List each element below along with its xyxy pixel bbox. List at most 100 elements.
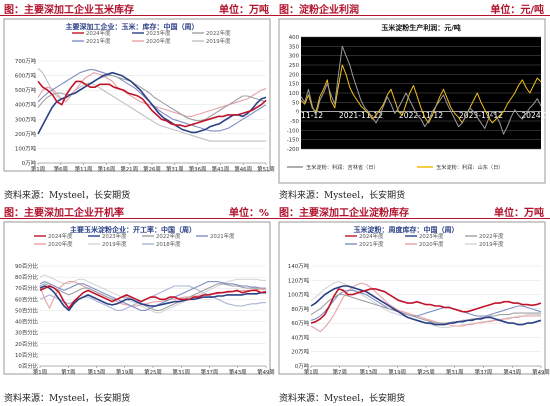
panel-starch-profit: 图：淀粉企业利润 单位：元/吨 玉米淀粉生产利润：元/吨 -200 -150 -100… [275,0,550,203]
y-tick-label: 30百分比 [15,329,39,337]
legend-label: 玉米淀粉：利润：山东（日） [436,163,503,171]
series-line [310,288,542,324]
x-tick-label: 第19周 [388,368,406,376]
x-tick-label: 第1周 [33,368,47,376]
legend-label: 2022年度 [206,29,231,37]
x-tick-label: 第25周 [417,368,435,376]
panel-header: 图：主要深加工企业淀粉库存 单位：万吨 [275,203,550,219]
chart-title: 玉米淀粉生产利润：元/吨 [381,23,461,32]
source-note: 资料来源：Mysteel，长安期货 [4,394,131,404]
y-tick-label: 250 [289,63,300,69]
y-tick-label: 350 [289,44,300,50]
legend-label: 2022年度 [479,232,504,240]
panel-unit: 单位：万吨 [219,5,269,16]
x-tick-label: 2023-11-12 [459,111,503,120]
x-tick-label: 第49周 [532,368,550,376]
legend-label: 2023年度 [102,232,127,240]
x-tick-label: 第31周 [446,368,464,376]
source-note: 资料来源：Mysteel，长安期货 [279,394,406,404]
y-tick-label: 0万吨 [295,362,310,370]
series-line [39,283,266,311]
y-tick-label: -50 [290,119,299,125]
chart-starch-profit: 玉米淀粉生产利润：元/吨 -200 -150 -100 -50 0 50 100 150 200 2… [278,18,550,184]
x-tick-label: 第11周 [75,165,93,173]
y-tick-label: 100万吨 [288,291,310,299]
series-line [39,281,266,309]
x-tick-label: 第7周 [61,368,75,376]
y-tick-label: 80万吨 [291,305,309,313]
chart-title: 玉米淀粉：周度库存：中国（周） [354,225,459,234]
y-tick-label: 300万吨 [15,115,37,123]
legend-label: 2019年度 [102,240,127,248]
panel-title: 图：主要深加工企业玉米库存 [4,5,134,16]
x-tick-label: 第31周 [166,165,184,173]
chart-starch-inventory: 玉米淀粉：周度库存：中国（周） 0万吨 20万吨 40万吨 60万吨 80万吨 100万吨 1… [278,221,550,376]
legend-label: 2020年度 [48,240,73,248]
panel-header: 图：主要深加工企业开机率 单位：% [0,203,275,219]
y-tick-label: 80百分比 [15,273,39,281]
x-tick-label: 第6周 [54,165,68,173]
series-line [310,285,542,326]
y-tick-label: 90百分比 [15,262,39,270]
series-line [37,71,267,135]
y-tick-label: 700万吨 [15,57,37,65]
y-tick-label: 200万吨 [15,130,37,138]
y-tick-label: -200 [287,147,300,153]
panel-unit: 单位：% [228,208,269,219]
y-tick-label: 100万吨 [15,144,37,152]
panel-corn-inventory: 图：主要深加工企业玉米库存 单位：万吨 主要深加工企业：玉米：库存：中国（周） 0… [0,0,275,203]
series-line [37,80,267,128]
panel-title: 图：主要深加工企业淀粉库存 [279,208,409,219]
y-tick-label: 100 [289,91,300,97]
y-tick-label: 120万吨 [288,276,310,284]
x-tick-label: 第25周 [144,368,162,376]
legend-label: 2023年度 [419,232,444,240]
y-tick-label: 40百分比 [15,318,39,326]
y-tick-label: 400 [289,35,300,41]
x-tick-label: 第26周 [143,165,161,173]
legend-label: 2024年度 [48,232,73,240]
x-tick-label: 2024-11-1 [521,111,550,120]
y-tick-label: 0百分比 [18,362,38,370]
series-line [39,281,266,311]
legend-label: 2021年度 [359,240,384,248]
series-line [300,64,542,124]
x-tick-label: 第1周 [304,368,318,376]
x-tick-label: 第1周 [31,165,45,173]
panel-header: 图：主要深加工企业玉米库存 单位：万吨 [0,0,275,16]
x-tick-label: 第21周 [120,165,138,173]
y-tick-label: 50百分比 [15,306,39,314]
y-tick-label: 20万吨 [291,348,309,356]
legend-label: 2020年度 [146,37,171,45]
y-tick-label: -150 [287,138,300,144]
x-tick-label: 第43周 [503,368,521,376]
chart-corn-inventory: 主要深加工企业：玉米：库存：中国（周） 0万吨 100万吨 200万吨 300万吨 400… [3,18,275,173]
x-tick-label: 第13周 [88,368,106,376]
series-line [39,274,266,314]
x-tick-label: 第19周 [116,368,134,376]
series-line [39,285,267,309]
legend-label: 2021年度 [86,37,111,45]
x-tick-label: 第36周 [189,165,207,173]
x-tick-label: 第31周 [172,368,190,376]
x-tick-label: 第51周 [257,165,275,173]
y-tick-label: 140万吨 [288,262,310,270]
panel-title: 图：淀粉企业利润 [279,5,359,16]
legend-label: 玉米淀粉：利润：吉林省（日） [306,163,379,171]
y-tick-label: 20百分比 [15,340,39,348]
x-tick-label: 2020-11-12 [279,111,323,120]
panel-unit: 单位：万吨 [494,208,544,219]
y-tick-label: 300 [289,54,300,60]
y-tick-label: 50 [292,100,299,106]
x-tick-label: 第37周 [201,368,219,376]
x-tick-label: 第46周 [234,165,252,173]
legend-label: 2019年度 [479,240,504,248]
y-tick-label: 40万吨 [291,333,309,341]
panel-title: 图：主要深加工企业开机率 [4,208,124,219]
x-tick-label: 第16周 [98,165,116,173]
panel-operating-rate: 图：主要深加工企业开机率 单位：% 主要玉米淀粉企业：开工率：中国（周） 0百分比… [0,203,275,406]
x-tick-label: 第43周 [229,368,247,376]
y-tick-label: 60万吨 [291,319,309,327]
x-tick-label: 2022-11-12 [399,111,443,120]
y-tick-label: 200 [289,72,300,78]
